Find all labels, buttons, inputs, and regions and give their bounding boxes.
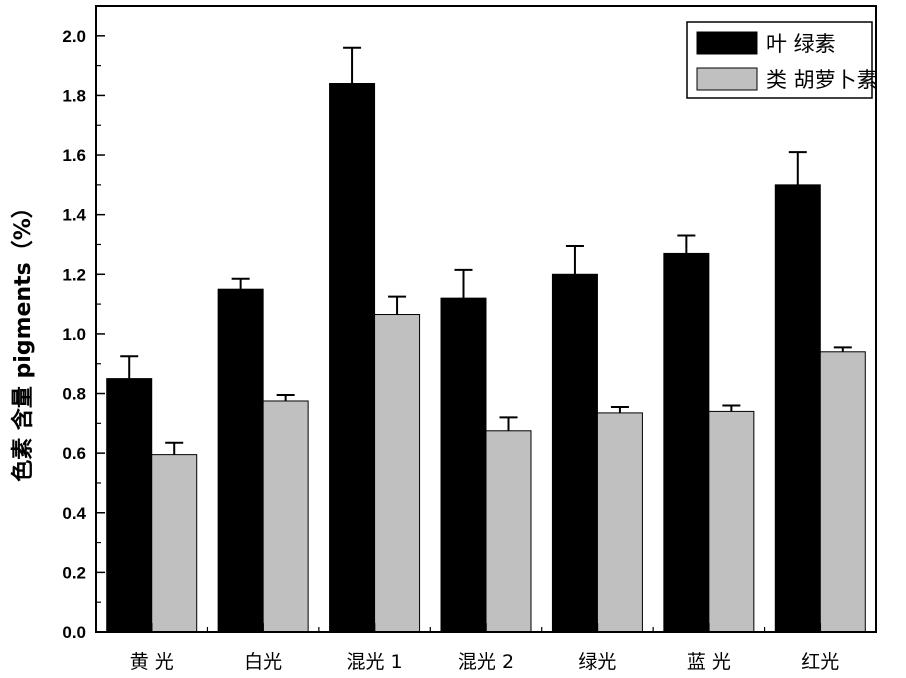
x-tick-label: 混光 2: [458, 651, 514, 673]
bars-group: [106, 46, 866, 633]
y-tick-label: 1.4: [62, 206, 86, 225]
y-tick-label: 0.8: [62, 385, 86, 404]
x-tick-label: 蓝 光: [687, 651, 731, 673]
y-tick-label: 1.6: [62, 146, 86, 165]
bar-chlorophyll: [329, 83, 376, 633]
bar-chlorophyll: [551, 273, 598, 633]
bar-chlorophyll: [106, 378, 153, 633]
bar-chlorophyll: [440, 297, 487, 633]
bar-carotenoid: [819, 351, 866, 633]
legend-label-carotenoid: 类 胡萝卜素: [766, 68, 878, 92]
bar-carotenoid: [485, 430, 532, 633]
legend-swatch-carotenoid: [696, 67, 758, 91]
x-tick-label: 红光: [801, 651, 839, 673]
bar-carotenoid: [374, 314, 421, 633]
bar-carotenoid: [596, 412, 643, 633]
bar-chlorophyll: [663, 252, 710, 633]
y-axis-title: 色素 含量 pigments（%）: [10, 196, 36, 482]
y-tick-label: 1.0: [62, 325, 86, 344]
x-tick-label: 混光 1: [347, 651, 403, 673]
x-tick-label: 白光: [244, 651, 282, 673]
y-tick-label: 0.0: [62, 623, 86, 642]
y-tick-label: 0.6: [62, 444, 86, 463]
legend: 叶 绿素 类 胡萝卜素: [686, 21, 878, 99]
x-axis: 黄 光 白光 混光 1 混光 2 绿光 蓝 光 红光: [130, 623, 839, 673]
bar-carotenoid: [708, 410, 755, 633]
plot-frame: [95, 5, 877, 633]
legend-label-chlorophyll: 叶 绿素: [766, 32, 836, 56]
bar-chlorophyll: [774, 184, 821, 633]
bar-carotenoid: [262, 400, 309, 633]
bar-carotenoid: [151, 454, 198, 633]
y-tick-label: 1.8: [62, 86, 86, 105]
bar-chlorophyll: [217, 288, 264, 633]
legend-swatch-chlorophyll: [696, 31, 758, 55]
y-tick-label: 2.0: [62, 27, 86, 46]
y-axis: 0.0 0.2 0.4 0.6 0.8 1.0 1.2 1.4 1.6 1.8 2.0: [62, 27, 105, 642]
x-tick-label: 黄 光: [130, 651, 174, 673]
x-tick-label: 绿光: [578, 651, 616, 673]
y-tick-label: 0.2: [62, 563, 86, 582]
y-tick-label: 0.4: [62, 504, 86, 523]
y-tick-label: 1.2: [62, 265, 86, 284]
